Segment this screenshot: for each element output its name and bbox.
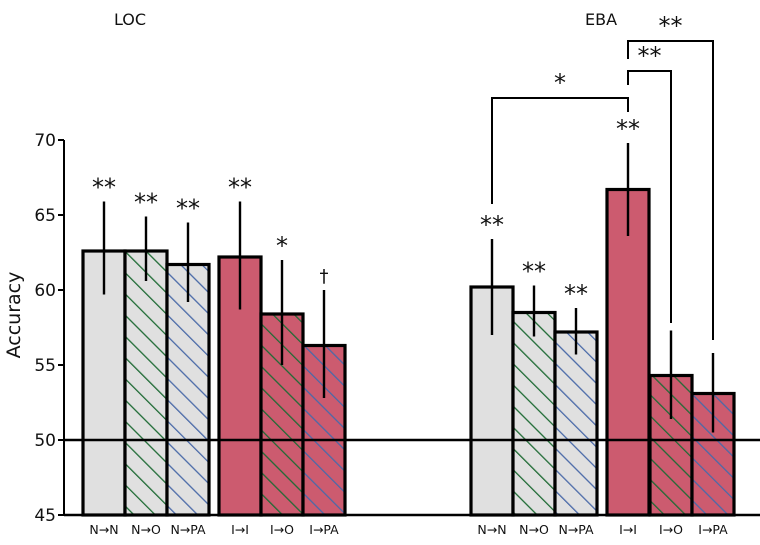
- x-tick-label: N→N: [477, 522, 506, 537]
- significance-label: *: [276, 232, 288, 260]
- y-tick-label: 60: [34, 281, 56, 301]
- panel-title-loc: LOC: [114, 10, 146, 29]
- y-tick-label: 45: [34, 506, 56, 526]
- x-tick-label: N→O: [519, 522, 549, 537]
- x-tick-label: I→I: [619, 522, 637, 537]
- bar-hatch: [555, 332, 597, 515]
- x-tick-label: N→N: [89, 522, 118, 537]
- significance-bracket: [627, 70, 672, 323]
- x-tick-label: I→O: [270, 522, 294, 537]
- x-tick-label: I→PA: [698, 522, 728, 537]
- significance-label: †: [320, 266, 329, 287]
- bar: [607, 189, 649, 515]
- significance-label: **: [176, 195, 200, 223]
- y-tick-label: 70: [34, 131, 56, 151]
- bar-hatch: [513, 312, 555, 515]
- x-tick-label: I→O: [659, 522, 683, 537]
- significance-label: **: [564, 280, 588, 308]
- y-axis-label: Accuracy: [3, 272, 25, 359]
- y-tick-label: 55: [34, 356, 56, 376]
- significance-bracket: [627, 40, 714, 340]
- significance-label: **: [616, 115, 640, 143]
- significance-label: **: [92, 174, 116, 202]
- significance-label: **: [480, 211, 504, 239]
- significance-label: **: [228, 174, 252, 202]
- significance-label: **: [134, 189, 158, 217]
- x-tick-label: N→PA: [558, 522, 594, 537]
- y-tick-label: 65: [34, 206, 56, 226]
- panel-title-eba: EBA: [585, 10, 617, 29]
- x-tick-label: N→O: [131, 522, 161, 537]
- x-tick-label: I→PA: [309, 522, 339, 537]
- x-tick-label: I→I: [231, 522, 249, 537]
- bar: [83, 251, 125, 515]
- significance-label: **: [522, 258, 546, 286]
- y-tick-label: 50: [34, 431, 56, 451]
- bracket-significance-label: *: [554, 69, 566, 97]
- bracket-significance-label: **: [638, 42, 662, 70]
- bar-hatch: [125, 251, 167, 515]
- significance-bracket: [491, 97, 629, 204]
- bar-hatch: [167, 264, 209, 515]
- bracket-significance-label: **: [659, 12, 683, 40]
- x-tick-label: N→PA: [170, 522, 206, 537]
